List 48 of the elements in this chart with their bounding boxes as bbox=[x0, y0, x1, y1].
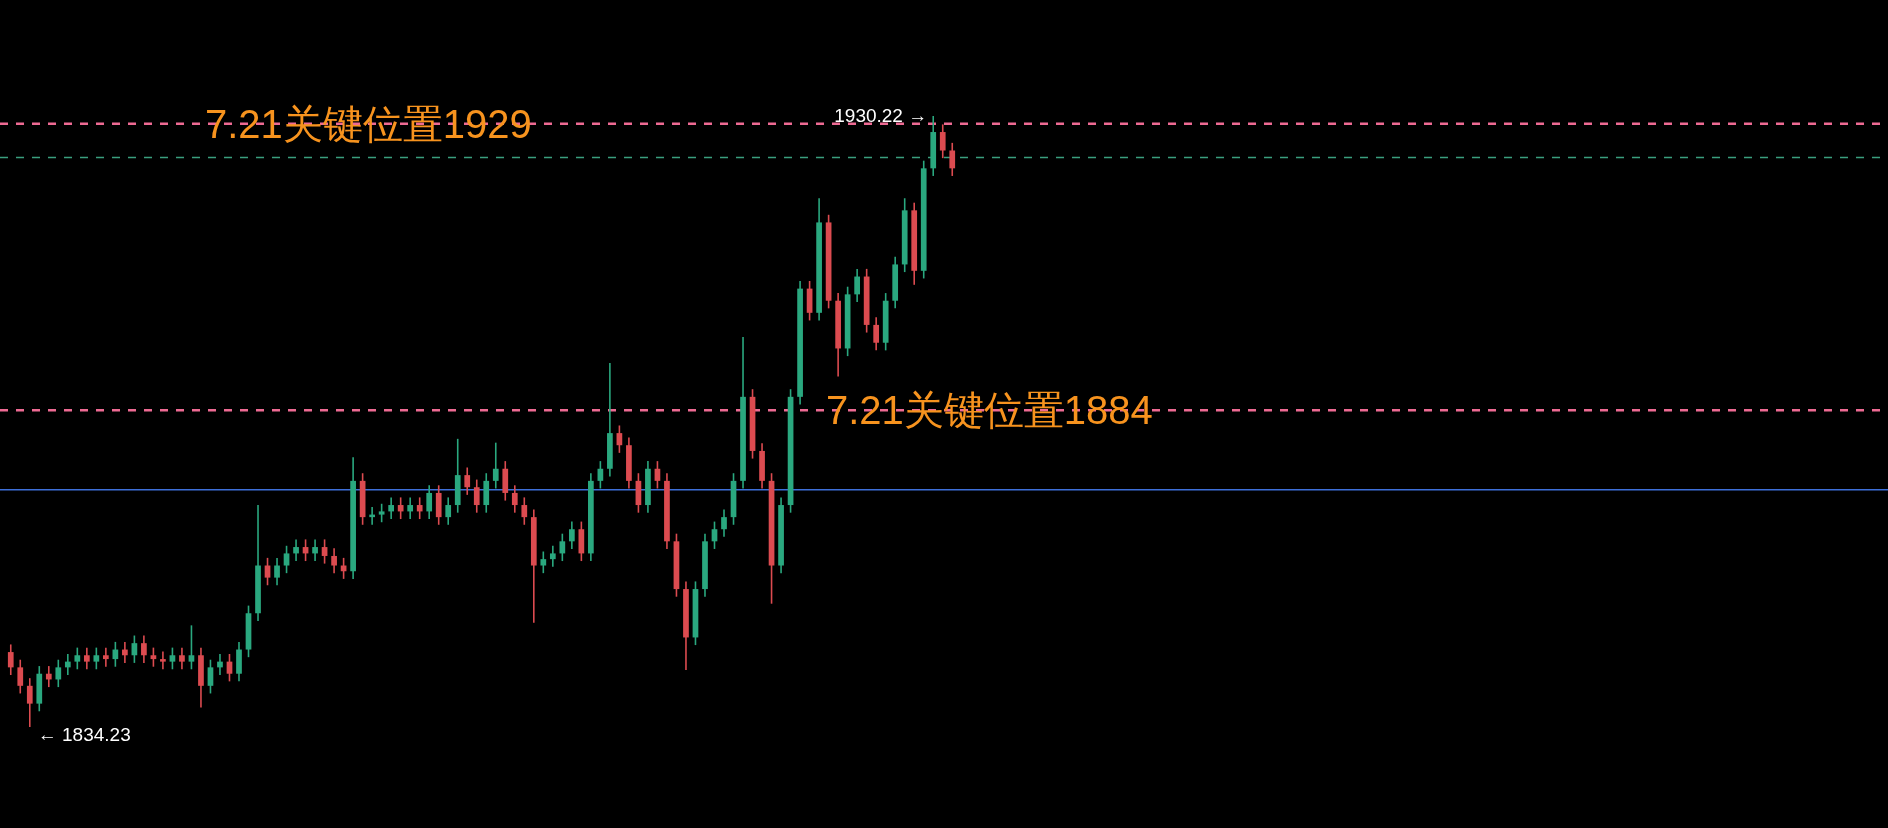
candlestick bbox=[473, 478, 480, 514]
candlestick bbox=[312, 538, 318, 562]
candlestick bbox=[17, 658, 24, 695]
candlestick bbox=[511, 484, 518, 514]
candlestick bbox=[873, 316, 880, 352]
candlestick bbox=[64, 653, 71, 676]
candlestick bbox=[274, 557, 280, 587]
candlestick bbox=[426, 484, 433, 520]
candlestick bbox=[122, 641, 128, 664]
candlestick bbox=[207, 658, 214, 695]
annotation: ← 1834.23 bbox=[37, 724, 131, 745]
candlestick bbox=[721, 508, 727, 538]
candlestick bbox=[388, 496, 395, 520]
candlestick bbox=[549, 544, 556, 568]
candlestick bbox=[331, 547, 337, 574]
candlestick bbox=[141, 634, 147, 664]
candlestick bbox=[540, 550, 547, 574]
candlestick bbox=[407, 496, 414, 520]
candlestick bbox=[397, 496, 404, 520]
candlestick bbox=[188, 624, 195, 671]
candlestick bbox=[378, 502, 385, 524]
candlestick bbox=[854, 268, 860, 303]
candlestick bbox=[26, 677, 33, 728]
annotation: 1930.22 → bbox=[834, 105, 928, 126]
candlestick bbox=[93, 646, 100, 671]
ref-line-label: 7.21关键位置1929 bbox=[205, 101, 532, 146]
candlestick bbox=[521, 496, 528, 526]
candlestick bbox=[217, 653, 223, 676]
candlestick bbox=[45, 665, 52, 688]
candlestick bbox=[55, 658, 62, 688]
candlestick bbox=[74, 646, 81, 671]
candlestick bbox=[559, 532, 566, 562]
candlestick bbox=[179, 646, 185, 671]
candlestick bbox=[160, 650, 166, 671]
candlestick bbox=[949, 142, 956, 177]
candlestick bbox=[150, 646, 157, 668]
candlestick bbox=[445, 496, 452, 526]
candlestick bbox=[83, 646, 90, 671]
candlestick bbox=[169, 646, 176, 671]
candlestick bbox=[293, 538, 299, 562]
candlestick bbox=[464, 466, 471, 496]
candlestick bbox=[492, 441, 499, 490]
candlestick bbox=[7, 643, 14, 676]
candlestick bbox=[103, 646, 109, 668]
candlestick bbox=[939, 123, 946, 159]
candlestick bbox=[568, 520, 575, 550]
candlestick bbox=[283, 544, 290, 574]
candlestick bbox=[416, 496, 423, 520]
